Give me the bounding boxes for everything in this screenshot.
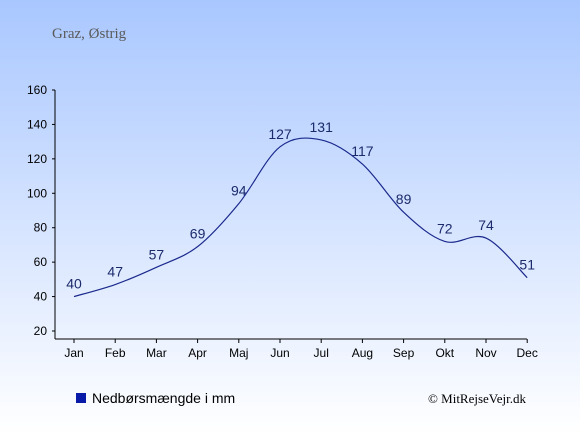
x-tick-label: Aug [352,346,373,360]
data-label: 131 [310,119,334,135]
data-label: 74 [478,217,494,233]
data-point [237,202,240,205]
data-label: 72 [437,220,453,236]
data-point [155,266,158,269]
credit-text: © MitRejseVejr.dk [428,391,526,406]
y-tick-label: 20 [34,324,48,338]
data-point [320,138,323,141]
y-tick-label: 120 [27,152,47,166]
y-tick-label: 100 [27,186,47,200]
data-label: 51 [519,257,535,273]
data-point [402,211,405,214]
x-tick-label: Okt [435,346,454,360]
x-tick-label: Maj [229,346,248,360]
y-tick-label: 160 [27,83,47,97]
y-tick-label: 60 [34,255,48,269]
data-labels: 40 47 57 69 94 127 131 117 89 72 74 51 [66,119,535,292]
data-point [526,276,529,279]
data-point [196,245,199,248]
x-tick-label: Apr [188,346,207,360]
axis-ticks: 20 40 60 80 100 120 140 160 Jan Feb Mar Apr Maj Jun Ju… [27,83,538,360]
series-line [73,137,528,298]
data-label: 94 [231,183,247,199]
data-label: 57 [149,246,165,262]
data-label: 117 [351,143,374,159]
y-tick-label: 140 [27,117,47,131]
x-tick-label: Sep [393,346,415,360]
x-tick-label: Dec [517,346,538,360]
x-tick-label: Jan [64,346,83,360]
chart-title: Graz, Østrig [52,26,127,42]
data-label: 89 [396,191,412,207]
data-point [443,240,446,243]
data-point [279,145,282,148]
x-tick-label: Feb [105,346,126,360]
x-tick-label: Jul [314,346,329,360]
legend-label: Nedbørsmængde i mm [92,390,235,406]
y-tick-label: 40 [34,290,48,304]
data-point [485,237,488,240]
x-tick-label: Nov [475,346,496,360]
y-tick-label: 80 [34,221,48,235]
data-label: 47 [107,264,123,280]
data-label: 69 [190,226,206,242]
data-label: 127 [268,126,292,142]
legend-marker [76,393,86,403]
data-point [361,163,364,166]
x-tick-label: Jun [270,346,289,360]
x-tick-label: Mar [146,346,167,360]
series-layer [73,137,529,298]
data-label: 40 [66,276,82,292]
data-point [73,295,76,298]
axes [54,90,527,340]
data-point [114,283,117,286]
